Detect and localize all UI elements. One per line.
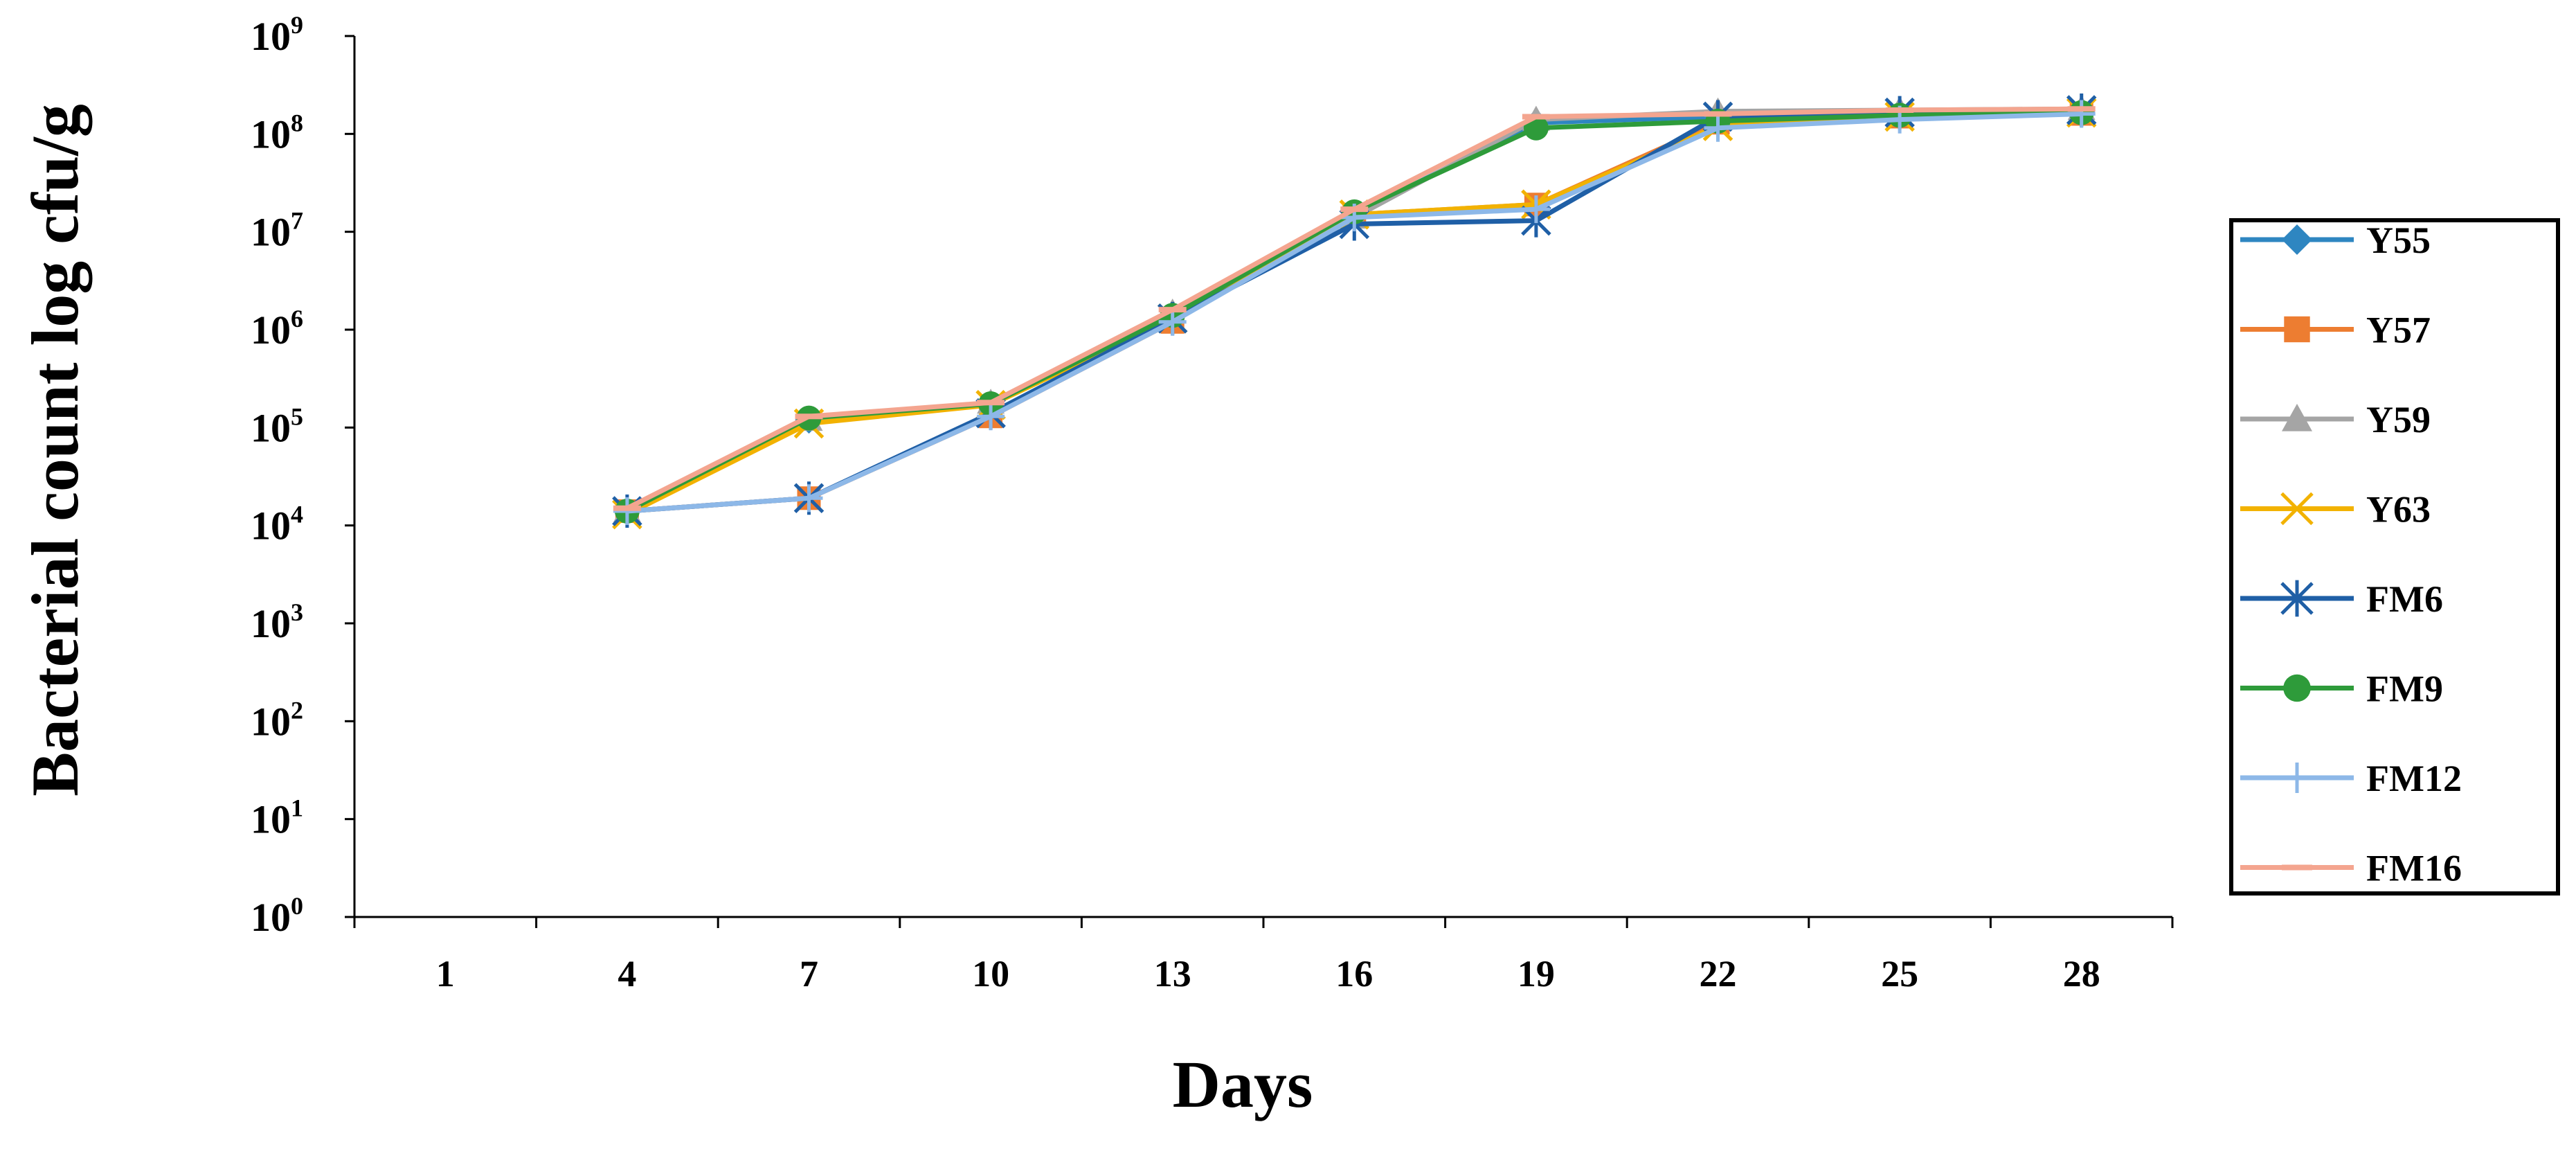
x-tick-labels: 1 4 7 10 13 16 19 22 25 28 <box>353 917 2174 995</box>
data-point-fm12 <box>2067 100 2096 128</box>
y-tick-labels: 100 101 102 103 104 105 106 107 108 109 <box>251 11 354 940</box>
legend-label: FM12 <box>2366 758 2462 799</box>
y-tick-label: 103 <box>251 598 303 646</box>
x-tick-label: 28 <box>2063 953 2100 995</box>
y-tick-label: 107 <box>251 207 303 255</box>
legend: Y55 Y57 Y59 Y63 FM6 FM9 FM12 FM16 <box>2229 218 2560 896</box>
legend-marker <box>2280 492 2314 526</box>
legend-label: Y63 <box>2366 489 2431 531</box>
x-tick-label: 7 <box>800 953 818 995</box>
y-tick-label: 101 <box>251 794 303 842</box>
x-tick-label: 13 <box>1154 953 1191 995</box>
legend-label: Y57 <box>2366 310 2431 351</box>
series-line-fm16 <box>626 106 2082 510</box>
legend-label: FM16 <box>2366 848 2462 889</box>
legend-label: FM9 <box>2366 668 2443 710</box>
series-fm6 <box>612 93 2097 528</box>
y-tick-label: 102 <box>251 696 303 744</box>
legend-marker <box>2283 674 2311 702</box>
series-line-fm12 <box>627 111 2082 514</box>
series-y57 <box>615 102 2093 524</box>
x-axis-title: Days <box>1173 1047 1313 1121</box>
series-line-fm9 <box>626 110 2082 514</box>
y-tick-label: 106 <box>251 305 303 353</box>
series-fm9 <box>614 100 2094 524</box>
data-point-fm12 <box>795 484 823 513</box>
x-tick-label: 22 <box>1700 953 1737 995</box>
legend-entry-fm12: FM12 <box>2240 758 2462 799</box>
x-tick-label: 1 <box>436 953 455 995</box>
series-layer <box>612 93 2097 530</box>
legend-entry-y57: Y57 <box>2240 310 2431 351</box>
series-y55 <box>613 97 2096 526</box>
series-y63 <box>612 97 2097 530</box>
x-tick-label: 19 <box>1517 953 1555 995</box>
axes <box>353 36 2172 918</box>
series-line-y63 <box>626 110 2082 517</box>
series-y59 <box>613 95 2096 523</box>
series-line-y59 <box>626 106 2082 514</box>
legend-marker <box>2282 763 2312 793</box>
y-tick-label: 100 <box>251 892 303 940</box>
legend-label: Y59 <box>2366 399 2431 440</box>
x-tick-label: 25 <box>1881 953 1918 995</box>
y-axis-title: Bacterial count log cfu/g <box>18 104 92 796</box>
y-tick-label: 104 <box>251 501 303 549</box>
data-point-fm12 <box>977 402 1005 431</box>
y-tick-label: 108 <box>251 109 303 157</box>
legend-entry-fm16: FM16 <box>2240 848 2462 889</box>
series-line-y55 <box>626 109 2082 514</box>
data-point-fm12 <box>1522 195 1550 224</box>
legend-marker <box>2282 404 2312 431</box>
x-tick-label: 16 <box>1335 953 1373 995</box>
legend-label: FM6 <box>2366 578 2443 620</box>
legend-marker <box>2280 580 2314 617</box>
legend-label: Y55 <box>2366 220 2431 261</box>
series-fm12 <box>613 100 2096 526</box>
legend-marker <box>2284 316 2310 343</box>
legend-entry-fm9: FM9 <box>2240 668 2443 710</box>
series-line-fm6 <box>627 107 2082 514</box>
series-line-y57 <box>627 111 2082 514</box>
y-tick-label: 109 <box>251 11 303 59</box>
x-tick-label: 10 <box>972 953 1009 995</box>
data-point-fm12 <box>613 497 641 526</box>
data-point-fm12 <box>1704 114 1732 142</box>
y-tick-label: 105 <box>251 402 303 450</box>
legend-entry-y63: Y63 <box>2240 489 2431 531</box>
data-point-fm12 <box>1158 308 1187 336</box>
legend-entry-y59: Y59 <box>2240 399 2431 440</box>
legend-entry-fm6: FM6 <box>2240 578 2443 620</box>
legend-marker <box>2282 224 2312 255</box>
x-tick-label: 4 <box>618 953 636 995</box>
legend-entry-y55: Y55 <box>2240 220 2431 261</box>
series-fm16 <box>613 106 2096 511</box>
